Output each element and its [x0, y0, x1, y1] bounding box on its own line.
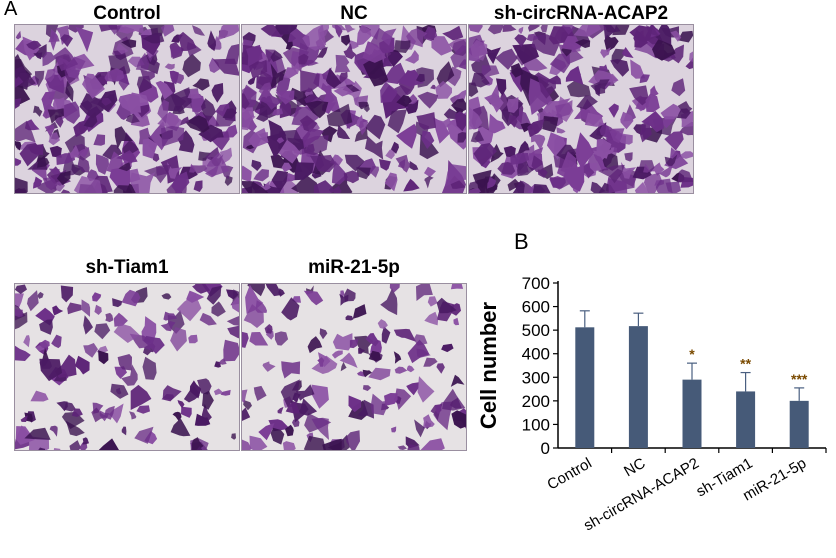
bar-chart: Cell number 0 100 200 300 400 500 600 700 Control…: [476, 274, 827, 534]
micrograph-mir-21-5p: [241, 283, 467, 451]
bar: [628, 326, 648, 448]
y-tick-label: 700: [522, 274, 550, 293]
y-tick-label: 300: [522, 368, 550, 387]
y-axis-label: Cell number: [476, 301, 501, 429]
y-tick-label: 200: [522, 392, 550, 411]
y-tick-label: 100: [522, 415, 550, 434]
micrograph-sh-tiam1: [14, 283, 240, 451]
significance-marker: **: [740, 356, 751, 372]
y-tick-label: 400: [522, 345, 550, 364]
bar: [575, 327, 595, 448]
micrograph-sh-circrna-acap2: [468, 24, 694, 194]
significance-marker: *: [689, 346, 695, 362]
bar: [682, 379, 702, 448]
y-tick-label: 0: [541, 439, 550, 458]
image-title-nc: NC: [340, 3, 368, 24]
bar: [736, 391, 756, 448]
x-tick-label: NC: [621, 455, 648, 481]
image-title-sh-tiam1: sh-Tiam1: [85, 257, 169, 278]
bar: [789, 400, 809, 448]
significance-marker: ***: [791, 371, 808, 387]
image-title-control: Control: [93, 3, 161, 24]
x-tick-label: Control: [544, 455, 594, 494]
image-title-mir-21-5p: miR-21-5p: [308, 257, 400, 278]
panel-label-b: B: [514, 229, 529, 254]
panel-label-a: A: [4, 0, 18, 20]
y-tick-label: 500: [522, 321, 550, 340]
image-title-sh-circrna-acap2: sh-circRNA-ACAP2: [493, 3, 669, 24]
micrograph-control: [14, 24, 240, 194]
micrograph-nc: [241, 24, 467, 194]
y-tick-label: 600: [522, 298, 550, 317]
